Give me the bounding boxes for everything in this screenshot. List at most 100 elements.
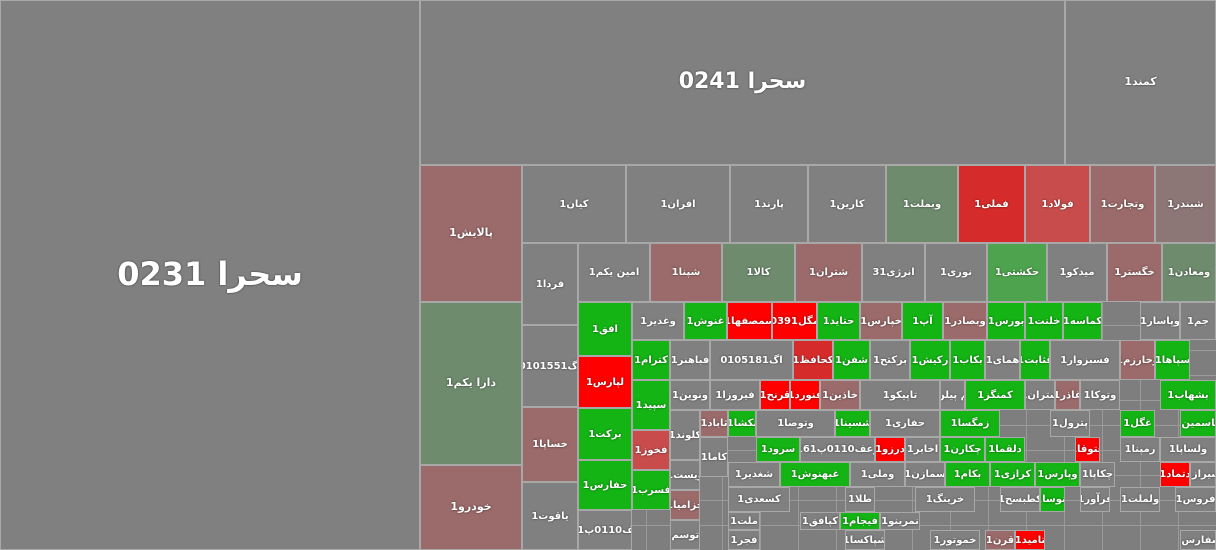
tile[interactable]: امین یکم1 xyxy=(578,243,650,302)
tile[interactable]: نوری1 xyxy=(925,243,987,302)
tile[interactable]: ولساپا1 xyxy=(1160,437,1216,462)
tile[interactable]: همای1 xyxy=(985,340,1020,380)
tile[interactable]: چکاپا1 xyxy=(1080,462,1115,487)
tile[interactable]: ستران1 xyxy=(1025,380,1055,410)
tile[interactable]: وملی1 xyxy=(850,462,905,487)
tile[interactable]: وبصادر1 xyxy=(943,302,987,340)
tile[interactable]: زعف0110پ161 xyxy=(800,437,875,462)
tile[interactable]: ولملت1 xyxy=(1120,487,1160,512)
tile[interactable]: کاما1 xyxy=(700,437,728,477)
tile[interactable]: زعف0110پ101 xyxy=(578,510,632,550)
tile[interactable]: کماسه1 xyxy=(1063,302,1102,340)
tile[interactable]: حکشتی1 xyxy=(987,243,1047,302)
tile[interactable]: قاسمین1 xyxy=(1180,410,1216,437)
tile[interactable]: فرآور1 xyxy=(1080,487,1110,512)
tile[interactable]: ویست1 xyxy=(670,460,700,490)
tile[interactable]: وتوصا1 xyxy=(756,410,835,437)
tile[interactable]: تکشا1 xyxy=(728,410,756,437)
tile[interactable]: کیان1 xyxy=(522,165,626,243)
tile[interactable]: فجر1 xyxy=(728,530,760,550)
tile[interactable]: برکت1 xyxy=(578,408,632,460)
tile[interactable]: ختوقا1 xyxy=(1075,437,1100,462)
tile[interactable]: پالایش1 xyxy=(420,165,522,302)
tile[interactable]: بکام1 xyxy=(945,462,990,487)
tile[interactable]: ملت1 xyxy=(728,512,760,530)
tile[interactable]: فملی1 xyxy=(958,165,1025,243)
tile[interactable]: کسعدی1 xyxy=(728,487,790,512)
tile[interactable]: فردا1 xyxy=(522,243,578,325)
tile[interactable]: اگ0105181 xyxy=(710,340,793,380)
tile[interactable]: ثاباد1 xyxy=(700,410,728,437)
tile[interactable]: فخوز1 xyxy=(632,430,670,470)
tile[interactable]: کترام1 xyxy=(632,340,670,380)
tile[interactable]: بشهاب1 xyxy=(1160,380,1216,410)
tile[interactable]: خلنت1 xyxy=(1025,302,1063,340)
tile[interactable]: خگستر1 xyxy=(1107,243,1162,302)
tile[interactable]: شیراز1 xyxy=(1190,462,1216,487)
tile[interactable]: کحافظ1 xyxy=(793,340,833,380)
tile[interactable]: قرنح1 xyxy=(760,380,790,410)
tile[interactable]: نمرینو1 xyxy=(880,512,920,530)
tile[interactable]: خودرو1 xyxy=(420,465,522,550)
tile[interactable]: شتران1 xyxy=(795,243,862,302)
tile[interactable]: دارا یکم1 xyxy=(420,302,522,465)
tile[interactable]: ومعادن1 xyxy=(1162,243,1216,302)
tile[interactable]: شبندر1 xyxy=(1155,165,1216,243)
tile[interactable]: دلقما1 xyxy=(985,437,1025,462)
tile[interactable]: فباهنر1 xyxy=(670,340,710,380)
tile[interactable]: اگ0101551 xyxy=(522,325,578,407)
tile[interactable]: وتوسم1 xyxy=(670,520,700,550)
tile[interactable]: کالا1 xyxy=(722,243,795,302)
tile[interactable]: حفاری1 xyxy=(870,410,940,437)
tile[interactable]: چکارن1 xyxy=(940,437,985,462)
tile[interactable]: شغدیر1 xyxy=(728,462,780,487)
tile[interactable]: کپافق1 xyxy=(800,512,840,530)
tile[interactable]: وتجارت1 xyxy=(1090,165,1155,243)
tile[interactable]: غنوش1 xyxy=(684,302,727,340)
tile[interactable]: جم پیلن1 xyxy=(940,380,965,410)
tile[interactable]: کلوند1 xyxy=(670,410,700,460)
tile[interactable]: سحرا 0241 xyxy=(420,0,1065,165)
tile[interactable]: وپارس1 xyxy=(1035,462,1080,487)
tile[interactable]: آپ1 xyxy=(902,302,943,340)
tile[interactable]: حتاید1 xyxy=(817,302,860,340)
tile[interactable]: جم1 xyxy=(1180,302,1216,340)
tile[interactable]: تاپیکو1 xyxy=(860,380,940,410)
tile[interactable]: اخابر1 xyxy=(905,437,940,462)
tile[interactable]: خموتور1 xyxy=(930,530,980,550)
tile[interactable]: سپاها1 xyxy=(1155,340,1190,380)
tile[interactable]: کرازی1 xyxy=(990,462,1035,487)
tile[interactable]: کارین1 xyxy=(808,165,886,243)
tile[interactable]: یاقوت1 xyxy=(522,482,578,550)
tile[interactable]: وخارزم1 xyxy=(1120,340,1155,380)
tile[interactable]: خپارس1 xyxy=(860,302,902,340)
tile[interactable]: شسینا1 xyxy=(835,410,870,437)
tile[interactable]: فنورد1 xyxy=(790,380,820,410)
tile[interactable]: زمگسا1 xyxy=(940,410,1000,437)
tile[interactable]: کمند1 xyxy=(1065,0,1216,165)
tile[interactable]: خرینگ1 xyxy=(915,487,975,512)
tile[interactable]: وغدیر1 xyxy=(632,302,684,340)
tile[interactable]: پارند1 xyxy=(730,165,808,243)
tile[interactable]: قثابت1 xyxy=(1020,340,1050,380)
tile[interactable]: خاذین1 xyxy=(820,380,860,410)
tile[interactable]: بورس1 xyxy=(987,302,1025,340)
tile[interactable]: ثنوسا1 xyxy=(1040,487,1065,512)
tile[interactable]: لپارس1 xyxy=(578,356,632,408)
tile[interactable]: وبملت1 xyxy=(886,165,958,243)
tile[interactable]: میدکو1 xyxy=(1047,243,1107,302)
tile[interactable]: برکتح1 xyxy=(870,340,910,380)
tile[interactable]: بکاب1 xyxy=(950,340,985,380)
tile[interactable]: کمنگز1 xyxy=(965,380,1025,410)
tile[interactable]: خزامیا1 xyxy=(670,490,700,520)
tile[interactable]: سپید1 xyxy=(632,380,670,430)
tile[interactable]: غبهنوش1 xyxy=(780,462,850,487)
tile[interactable]: مگل0391 xyxy=(772,302,817,340)
tile[interactable]: شپاکسا1 xyxy=(845,530,885,550)
tile[interactable]: درزو1 xyxy=(875,437,905,462)
tile[interactable]: شفارس1 xyxy=(1180,530,1216,550)
tile[interactable]: حفارس1 xyxy=(578,460,632,510)
tile[interactable]: رمپنا1 xyxy=(1120,437,1160,462)
tile[interactable]: قرن1 xyxy=(985,530,1015,550)
tile[interactable]: افق1 xyxy=(578,302,632,356)
